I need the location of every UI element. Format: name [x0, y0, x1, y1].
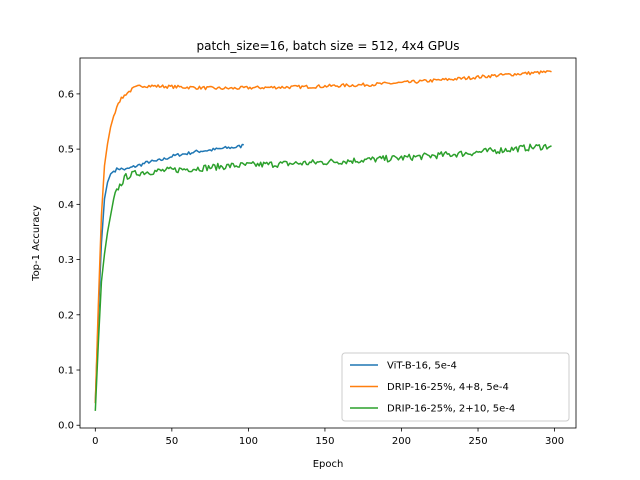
x-axis-label: Epoch — [313, 459, 344, 470]
x-tick-label: 150 — [315, 436, 334, 447]
plot-frame — [79, 57, 577, 429]
x-tick-label: 300 — [545, 436, 564, 447]
x-axis: 0 50 100 150 200 250 300 — [92, 428, 564, 447]
y-axis-label: Top-1 Accuracy — [31, 205, 42, 282]
y-tick-label: 0.5 — [58, 145, 74, 156]
y-tick-label: 0.2 — [58, 310, 74, 321]
chart-title: patch_size=16, batch size = 512, 4x4 GPU… — [196, 39, 459, 53]
series-line-2 — [94, 70, 552, 404]
legend-box — [341, 352, 570, 422]
x-tick-label: 0 — [92, 436, 98, 447]
y-tick-label: 0.4 — [58, 200, 74, 211]
legend: ViT-B-16, 5e-4 DRIP-16-25%, 4+8, 5e-4 DRIP… — [341, 352, 570, 422]
x-tick-label: 250 — [468, 436, 487, 447]
x-tick-label: 100 — [239, 436, 258, 447]
x-tick-label: 200 — [392, 436, 411, 447]
y-axis: 0.0 0.1 0.2 0.3 0.4 0.5 0.6 — [58, 89, 80, 432]
y-tick-label: 0.1 — [58, 366, 74, 377]
y-tick-label: 0.3 — [58, 255, 74, 266]
series-line-1 — [94, 143, 244, 404]
y-tick-label: 0.0 — [58, 421, 74, 432]
legend-label-2: DRIP-16-25%, 4+8, 5e-4 — [387, 382, 509, 393]
x-tick-label: 50 — [165, 436, 178, 447]
legend-label-1: ViT-B-16, 5e-4 — [387, 361, 457, 372]
series-line-3 — [94, 143, 552, 411]
series-layer — [94, 70, 552, 411]
y-tick-label: 0.6 — [58, 89, 74, 100]
legend-label-3: DRIP-16-25%, 2+10, 5e-4 — [387, 404, 515, 415]
